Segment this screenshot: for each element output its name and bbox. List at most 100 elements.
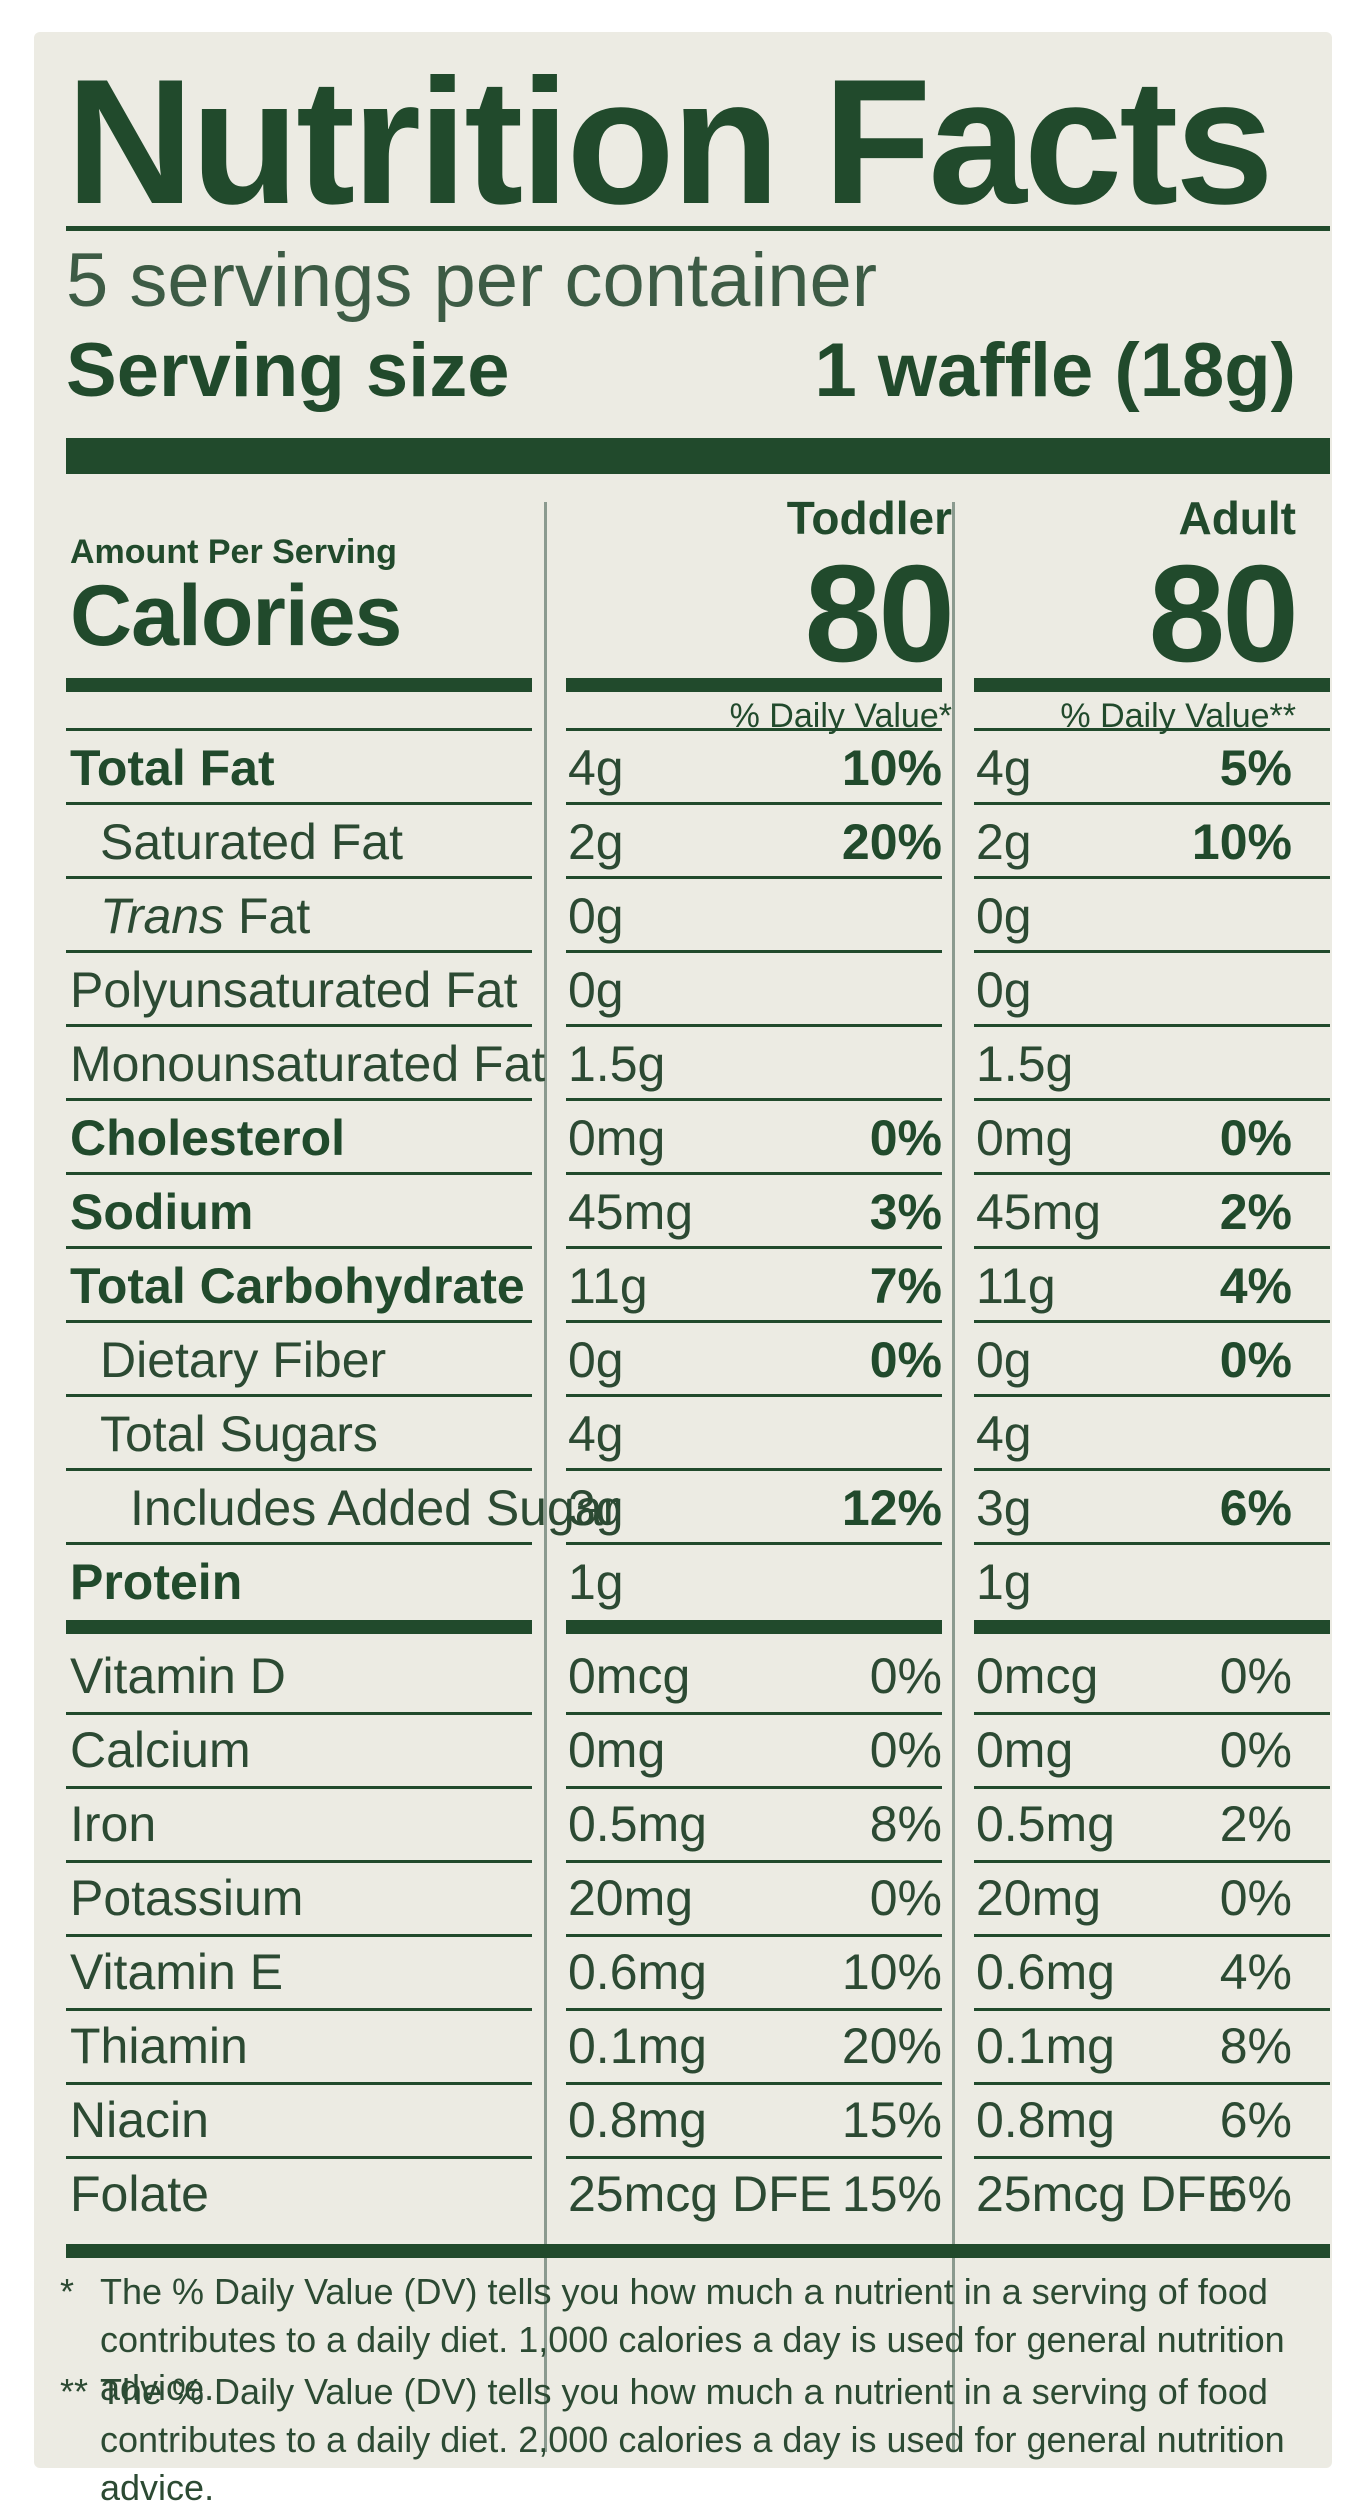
adult-amount: 25mcg DFE	[976, 2166, 1240, 2222]
toddler-amount: 0mcg	[568, 1648, 691, 1704]
nutrient-label: Folate	[70, 2166, 209, 2222]
toddler-dv: 20%	[841, 2018, 942, 2074]
adult-dv: 2%	[1219, 1796, 1292, 1852]
nutrient-label: Iron	[70, 1796, 157, 1852]
footnote-adult: ** The % Daily Value (DV) tells you how m…	[60, 2368, 1330, 2512]
adult-amount: 0g	[976, 1332, 1032, 1388]
nutrient-label: Calcium	[70, 1722, 251, 1778]
row-divider	[566, 1860, 942, 1863]
vitamin-row: Vitamin D 0mcg 0% 0mcg 0%	[34, 1638, 1332, 1712]
serving-size-label: Serving size	[66, 328, 510, 413]
nutrient-row: Protein 1g 1g	[34, 1544, 1332, 1618]
nutrient-label: Thiamin	[70, 2018, 248, 2074]
footnote-toddler: * The % Daily Value (DV) tells you how mu…	[60, 2268, 1330, 2412]
row-divider	[974, 1394, 1330, 1397]
row-divider	[974, 1860, 1330, 1863]
nutrient-row: Saturated Fat 2g 20% 2g 10%	[34, 804, 1332, 878]
vitamin-row: Calcium 0mg 0% 0mg 0%	[34, 1712, 1332, 1786]
adult-amount: 20mg	[976, 1870, 1102, 1926]
row-divider	[66, 2082, 532, 2085]
row-divider	[66, 1542, 532, 1545]
adult-dv: 0%	[1219, 1110, 1292, 1166]
nutrient-label: Total Sugars	[100, 1406, 378, 1462]
adult-calories: 80	[1148, 537, 1299, 691]
amount-per-serving: Amount Per Serving	[70, 533, 397, 571]
toddler-amount: 4g	[568, 740, 624, 796]
adult-dv: 0%	[1219, 1332, 1292, 1388]
nutrient-row: Dietary Fiber 0g 0% 0g 0%	[34, 1322, 1332, 1396]
nutrition-label: Nutrition Facts 5 servings per container…	[34, 32, 1332, 2508]
nutrient-row: Polyunsaturated Fat 0g 0g	[34, 952, 1332, 1026]
adult-dv: 6%	[1219, 1480, 1292, 1536]
adult-dv: 0%	[1219, 1870, 1292, 1926]
toddler-dv: 3%	[869, 1184, 942, 1240]
adult-header: Adult	[1178, 492, 1296, 544]
footnote-mark: *	[60, 2271, 75, 2312]
toddler-amount: 0mg	[568, 1110, 666, 1166]
toddler-amount: 0g	[568, 1332, 624, 1388]
nutrient-label: Vitamin E	[70, 1944, 284, 2000]
vitamin-row: Thiamin 0.1mg 20% 0.1mg 8%	[34, 2008, 1332, 2082]
adult-amount: 0.8mg	[976, 2092, 1115, 2148]
toddler-dv: 15%	[841, 2092, 942, 2148]
toddler-amount: 0mg	[568, 1722, 666, 1778]
label-title: Nutrition Facts	[66, 42, 1274, 241]
row-divider	[566, 1468, 942, 1471]
row-divider	[974, 950, 1330, 953]
nutrient-label: Dietary Fiber	[100, 1332, 387, 1388]
toddler-amount: 1g	[568, 1554, 624, 1610]
row-divider	[974, 1542, 1330, 1545]
row-divider	[974, 2008, 1330, 2011]
row-divider	[566, 1172, 942, 1175]
row-divider	[974, 802, 1330, 805]
adult-dv: 6%	[1219, 2166, 1292, 2222]
row-divider	[974, 2156, 1330, 2159]
row-divider	[566, 1024, 942, 1027]
row-divider	[566, 1246, 942, 1249]
nutrient-label: Polyunsaturated Fat	[70, 962, 518, 1018]
row-divider	[974, 1246, 1330, 1249]
nutrient-row: Sodium 45mg 3% 45mg 2%	[34, 1174, 1332, 1248]
adult-dv: 10%	[1191, 814, 1292, 870]
row-divider	[974, 1712, 1330, 1715]
row-divider	[566, 2008, 942, 2011]
row-divider	[566, 876, 942, 879]
nutrient-label: Niacin	[70, 2092, 209, 2148]
serving-size-value: 1 waffle (18g)	[814, 328, 1296, 413]
column-divider-toddler	[544, 502, 547, 2452]
toddler-dv: 0%	[869, 1648, 942, 1704]
row-divider	[66, 2008, 532, 2011]
vitamin-row: Potassium 20mg 0% 20mg 0%	[34, 1860, 1332, 1934]
toddler-amount: 45mg	[568, 1184, 694, 1240]
toddler-dv: 0%	[869, 1332, 942, 1388]
servings-per-container: 5 servings per container	[66, 238, 878, 323]
footnote-line: The % Daily Value (DV) tells you how muc…	[100, 2371, 1268, 2412]
toddler-dv: 8%	[869, 1796, 942, 1852]
row-divider	[66, 876, 532, 879]
row-divider	[66, 950, 532, 953]
nutrient-label: Trans Fat	[100, 878, 310, 952]
vitamin-row: Folate 25mcg DFE 15% 25mcg DFE 6%	[34, 2156, 1332, 2230]
nutrient-label-italic: Trans	[100, 888, 225, 944]
row-divider	[974, 1172, 1330, 1175]
row-divider	[974, 876, 1330, 879]
title-rule	[66, 226, 1330, 231]
footnote-divider	[66, 2244, 1330, 2258]
row-divider	[66, 1934, 532, 1937]
row-divider	[974, 1934, 1330, 1937]
toddler-dv: 20%	[841, 814, 942, 870]
toddler-amount: 0.5mg	[568, 1796, 707, 1852]
toddler-dv: 0%	[869, 1870, 942, 1926]
toddler-amount: 1.5g	[568, 1036, 666, 1092]
nutrient-row: Total Sugars 4g 4g	[34, 1396, 1332, 1470]
nutrient-label: Protein	[70, 1554, 243, 1610]
row-divider	[974, 2082, 1330, 2085]
adult-amount: 0.6mg	[976, 1944, 1115, 2000]
toddler-amount: 11g	[568, 1258, 648, 1314]
adult-amount: 1.5g	[976, 1036, 1074, 1092]
adult-amount: 1g	[976, 1554, 1032, 1610]
footnote-mark: **	[60, 2371, 89, 2412]
adult-amount: 3g	[976, 1480, 1032, 1536]
row-divider	[566, 2082, 942, 2085]
row-divider	[566, 1786, 942, 1789]
